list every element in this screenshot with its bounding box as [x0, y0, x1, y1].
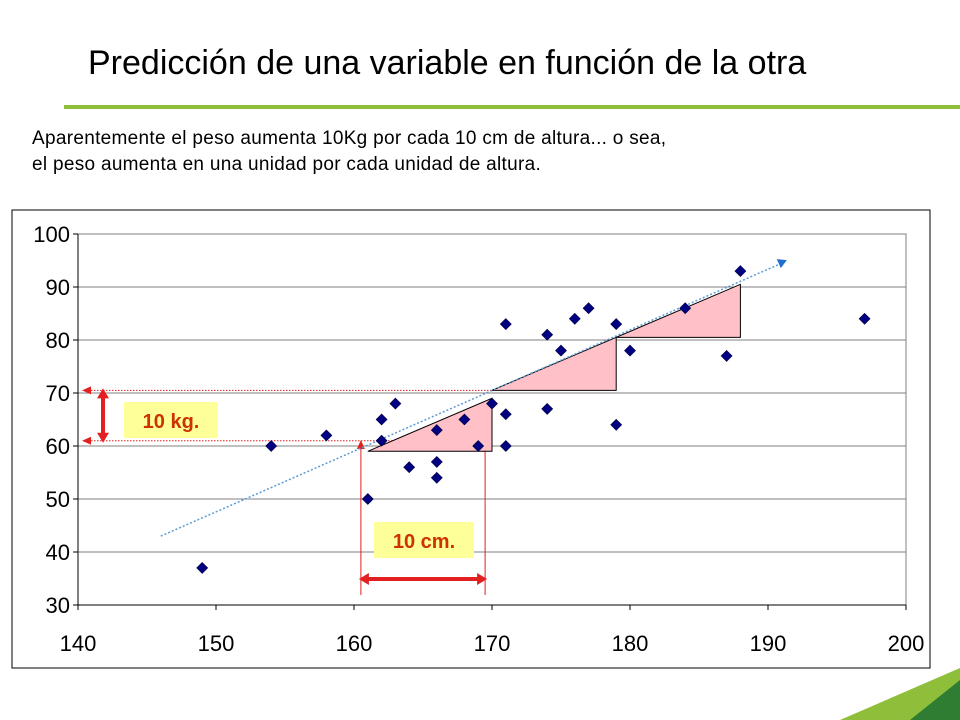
slope-triangle — [616, 283, 741, 338]
kg-guide-arrowhead — [82, 386, 91, 395]
data-point — [610, 318, 623, 331]
cm-label-background — [374, 522, 474, 558]
data-point — [472, 440, 485, 452]
axes — [73, 233, 907, 610]
data-point — [375, 413, 388, 426]
data-point — [499, 318, 512, 331]
x-tick-label: 180 — [612, 631, 649, 656]
y-tick-label: 90 — [46, 275, 70, 300]
data-point — [734, 265, 747, 278]
cm-label-box: 10 cm. — [374, 522, 474, 558]
slide-title: Predicción de una variable en función de… — [88, 44, 807, 82]
data-point — [499, 408, 512, 421]
kg-guide-arrowhead — [82, 436, 91, 445]
kg-label-box: 10 kg. — [124, 402, 218, 438]
data-point — [196, 561, 209, 574]
data-point — [679, 302, 692, 315]
explanation-text: Aparentemente el peso aumenta 10Kg por c… — [32, 126, 892, 178]
cm-arrowhead-right — [477, 573, 488, 585]
x-tick-label: 170 — [474, 631, 511, 656]
data-point — [403, 461, 416, 474]
y-tick-label: 70 — [46, 381, 70, 406]
y-tick-label: 80 — [46, 328, 70, 353]
corner-accent-shape — [840, 668, 960, 720]
data-point — [624, 344, 636, 357]
y-tick-label: 60 — [46, 434, 70, 459]
x-tick-label: 190 — [750, 631, 787, 656]
cm-arrowhead-left — [358, 573, 369, 585]
data-point — [375, 434, 388, 447]
data-point — [265, 440, 278, 452]
x-tick-label: 140 — [60, 631, 97, 656]
data-point — [582, 302, 595, 315]
y-tick-label: 50 — [46, 487, 70, 512]
kg-label: 10 kg. — [143, 411, 200, 433]
data-point — [568, 312, 581, 325]
x-tick-label: 200 — [888, 631, 925, 656]
explanation-line-2: el peso aumenta en una unidad por cada u… — [32, 154, 542, 175]
tick-labels: 30 40 50 60 70 80 90 100 140 150 160 170 180 190 200 — [33, 222, 924, 656]
data-point — [555, 344, 567, 357]
data-point — [541, 328, 554, 341]
kg-label-background — [124, 402, 218, 438]
data-point — [858, 312, 871, 325]
data-point — [430, 455, 443, 468]
grid-lines — [78, 286, 906, 553]
dimension-arrows — [97, 388, 488, 585]
data-point — [499, 440, 512, 452]
data-point — [430, 424, 443, 437]
data-points — [196, 265, 871, 574]
data-point — [430, 471, 443, 484]
data-point — [389, 397, 402, 410]
y-tick-label: 100 — [33, 222, 70, 247]
data-point — [720, 349, 733, 362]
regression-line — [160, 262, 783, 537]
trend-arrowhead — [776, 259, 787, 269]
explanation-line-1: Aparentemente el peso aumenta 10Kg por c… — [32, 128, 667, 149]
slope-triangles — [367, 283, 741, 452]
data-point — [320, 429, 333, 442]
kg-arrowhead-top — [97, 388, 109, 399]
title-underline — [64, 105, 960, 109]
x-tick-label: 150 — [198, 631, 235, 656]
slope-triangle — [367, 397, 493, 452]
data-point — [541, 402, 554, 415]
x-tick-label: 160 — [336, 631, 373, 656]
data-point — [458, 413, 471, 426]
data-point — [486, 397, 498, 410]
cm-label: 10 cm. — [393, 531, 455, 553]
trend-line — [160, 259, 787, 537]
y-tick-label: 40 — [46, 540, 70, 565]
data-point — [610, 418, 623, 431]
y-tick-label: 30 — [46, 593, 70, 618]
kg-arrowhead-bottom — [97, 432, 109, 443]
data-point — [361, 493, 374, 505]
